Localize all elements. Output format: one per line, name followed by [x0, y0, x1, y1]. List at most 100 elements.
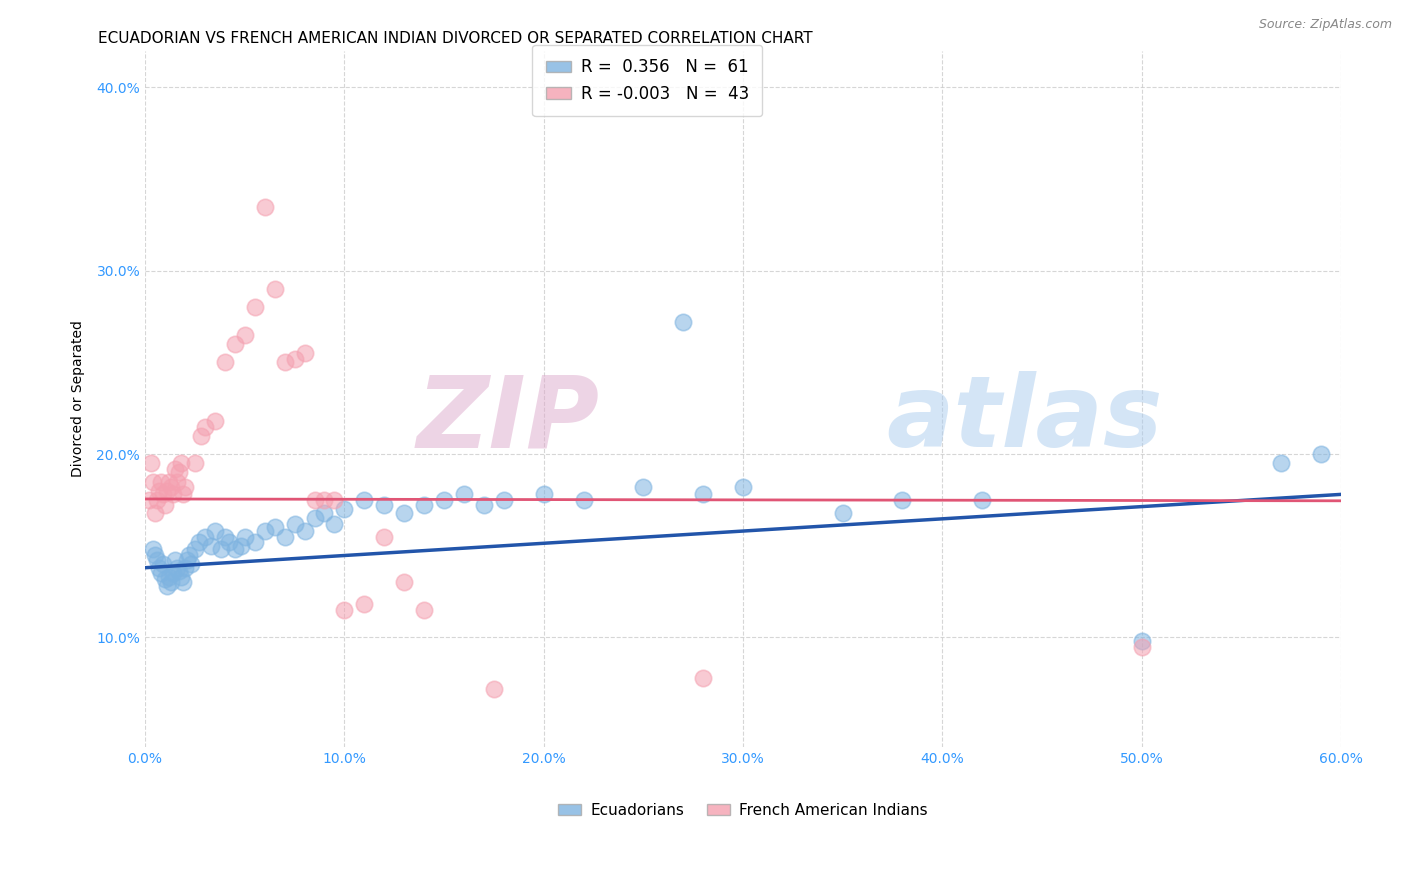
Point — [692, 671, 714, 685]
Point — [1310, 447, 1333, 461]
Point — [243, 535, 266, 549]
Point — [194, 530, 217, 544]
Point — [167, 565, 190, 579]
Point — [146, 553, 169, 567]
Point — [672, 315, 695, 329]
Point — [166, 560, 188, 574]
Point — [472, 499, 495, 513]
Point — [162, 487, 184, 501]
Point — [413, 603, 436, 617]
Point — [214, 530, 236, 544]
Point — [172, 575, 194, 590]
Point — [174, 560, 197, 574]
Point — [253, 200, 276, 214]
Point — [233, 530, 256, 544]
Point — [253, 524, 276, 538]
Point — [157, 570, 180, 584]
Point — [273, 355, 295, 369]
Legend: Ecuadorians, French American Indians: Ecuadorians, French American Indians — [553, 797, 934, 824]
Point — [304, 511, 326, 525]
Point — [314, 492, 336, 507]
Point — [148, 560, 170, 574]
Point — [148, 483, 170, 498]
Text: ECUADORIAN VS FRENCH AMERICAN INDIAN DIVORCED OR SEPARATED CORRELATION CHART: ECUADORIAN VS FRENCH AMERICAN INDIAN DIV… — [98, 31, 813, 46]
Point — [170, 570, 193, 584]
Point — [229, 539, 252, 553]
Point — [353, 492, 375, 507]
Point — [294, 346, 316, 360]
Point — [172, 487, 194, 501]
Point — [184, 542, 207, 557]
Point — [263, 282, 285, 296]
Point — [153, 572, 176, 586]
Point — [187, 535, 209, 549]
Point — [353, 598, 375, 612]
Point — [323, 516, 346, 531]
Point — [333, 603, 356, 617]
Point — [174, 480, 197, 494]
Point — [160, 480, 183, 494]
Point — [273, 530, 295, 544]
Point — [150, 566, 173, 581]
Point — [972, 492, 994, 507]
Point — [433, 492, 456, 507]
Point — [284, 351, 307, 366]
Point — [633, 480, 655, 494]
Point — [143, 548, 166, 562]
Point — [184, 456, 207, 470]
Point — [138, 492, 160, 507]
Text: ZIP: ZIP — [416, 371, 599, 468]
Point — [163, 461, 186, 475]
Point — [482, 681, 505, 696]
Point — [190, 428, 212, 442]
Point — [224, 337, 246, 351]
Point — [731, 480, 754, 494]
Point — [204, 524, 226, 538]
Point — [572, 492, 595, 507]
Point — [209, 542, 232, 557]
Point — [1130, 640, 1153, 654]
Point — [233, 327, 256, 342]
Point — [218, 535, 240, 549]
Point — [146, 492, 169, 507]
Point — [392, 506, 415, 520]
Point — [163, 553, 186, 567]
Point — [284, 516, 307, 531]
Point — [142, 542, 165, 557]
Point — [1270, 456, 1292, 470]
Point — [891, 492, 914, 507]
Point — [157, 475, 180, 489]
Point — [200, 539, 222, 553]
Point — [204, 414, 226, 428]
Point — [152, 557, 174, 571]
Point — [1130, 634, 1153, 648]
Point — [150, 475, 173, 489]
Point — [373, 530, 395, 544]
Point — [263, 520, 285, 534]
Point — [160, 575, 183, 590]
Point — [176, 553, 198, 567]
Point — [194, 419, 217, 434]
Point — [156, 579, 179, 593]
Point — [166, 475, 188, 489]
Point — [152, 487, 174, 501]
Point — [139, 456, 162, 470]
Point — [142, 475, 165, 489]
Point — [453, 487, 475, 501]
Point — [224, 542, 246, 557]
Point — [492, 492, 515, 507]
Point — [323, 492, 346, 507]
Point — [180, 557, 202, 571]
Text: Source: ZipAtlas.com: Source: ZipAtlas.com — [1258, 18, 1392, 31]
Point — [304, 492, 326, 507]
Point — [392, 575, 415, 590]
Point — [333, 502, 356, 516]
Point — [167, 466, 190, 480]
Text: atlas: atlas — [887, 371, 1163, 468]
Point — [170, 456, 193, 470]
Point — [143, 506, 166, 520]
Point — [156, 483, 179, 498]
Point — [831, 506, 853, 520]
Y-axis label: Divorced or Separated: Divorced or Separated — [72, 320, 86, 477]
Point — [692, 487, 714, 501]
